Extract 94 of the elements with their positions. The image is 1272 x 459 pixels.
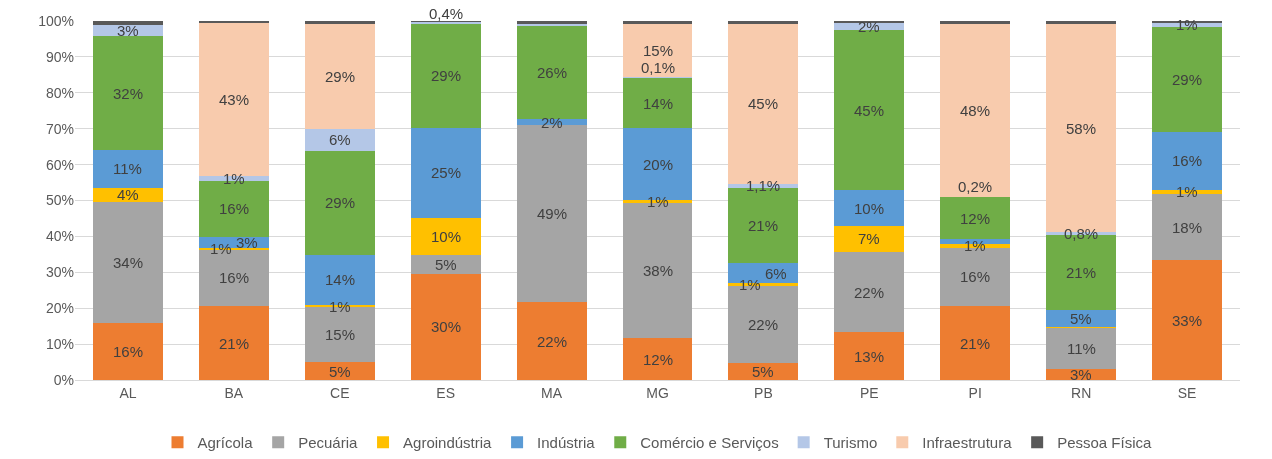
data-label: 1% xyxy=(1176,183,1198,200)
x-tick-label: SE xyxy=(1177,384,1197,401)
data-label: 48% xyxy=(960,102,991,119)
data-label: 12% xyxy=(960,210,991,227)
data-label: 15% xyxy=(325,326,356,343)
y-tick-label: 70% xyxy=(45,120,74,137)
data-label: 3% xyxy=(117,22,139,39)
data-label: 0,4% xyxy=(429,5,464,22)
data-label: 11% xyxy=(1067,340,1096,357)
data-label: 22% xyxy=(854,284,885,301)
data-label: 38% xyxy=(643,262,674,279)
legend-label: Agrícola xyxy=(197,434,254,452)
data-label: 45% xyxy=(748,95,779,112)
data-label: 32% xyxy=(113,85,144,102)
data-label: 16% xyxy=(113,343,144,360)
data-label: 5% xyxy=(1070,310,1092,327)
data-label: 21% xyxy=(219,335,250,352)
y-tick-label: 0% xyxy=(53,371,74,388)
x-tick-label: ES xyxy=(436,384,456,401)
data-label: 21% xyxy=(748,217,779,234)
legend-label: Agroindústria xyxy=(403,434,493,452)
legend-label: Turismo xyxy=(823,434,878,452)
data-label: 12% xyxy=(643,351,674,368)
data-label: 45% xyxy=(854,102,885,119)
data-label: 5% xyxy=(435,256,457,273)
data-label: 0,2% xyxy=(958,178,993,195)
data-label: 16% xyxy=(219,269,250,286)
data-label: 58% xyxy=(1066,120,1097,137)
data-label: 3% xyxy=(236,234,258,251)
data-label: 25% xyxy=(431,164,462,181)
legend-label: Indústria xyxy=(537,434,596,452)
y-tick-label: 30% xyxy=(45,264,74,281)
data-label: 15% xyxy=(643,42,674,59)
data-label: 43% xyxy=(219,91,250,108)
data-label: 16% xyxy=(1172,152,1203,169)
data-label: 5% xyxy=(752,363,774,380)
data-label: 34% xyxy=(113,254,144,271)
legend-label: Pecuária xyxy=(298,434,359,452)
data-label: 22% xyxy=(537,333,568,350)
x-tick-label: PE xyxy=(859,384,879,401)
data-label: 14% xyxy=(643,95,674,112)
data-label: 18% xyxy=(1172,219,1203,236)
data-label: 49% xyxy=(537,205,568,222)
y-tick-label: 50% xyxy=(45,192,74,209)
data-label: 16% xyxy=(219,200,250,217)
y-tick-label: 20% xyxy=(45,300,74,317)
data-label: 30% xyxy=(431,318,462,335)
data-label: 22% xyxy=(748,316,779,333)
x-tick-label: PI xyxy=(968,384,982,401)
data-label: 29% xyxy=(325,194,356,211)
data-label: 29% xyxy=(325,68,356,85)
x-tick-label: PB xyxy=(754,384,773,401)
y-tick-label: 60% xyxy=(45,156,74,173)
x-tick-label: CE xyxy=(330,384,350,401)
data-label: 5% xyxy=(329,363,351,380)
data-label: 26% xyxy=(537,64,568,81)
data-label: 11% xyxy=(113,160,142,177)
y-tick-label: 100% xyxy=(38,12,74,29)
data-label: 4% xyxy=(117,186,139,203)
data-label: 21% xyxy=(1066,264,1097,281)
data-label: 1% xyxy=(1176,16,1198,33)
x-tick-label: MG xyxy=(646,384,669,401)
legend-label: Infraestrutura xyxy=(922,434,1013,452)
data-label: 0,1% xyxy=(641,59,676,76)
y-tick-label: 40% xyxy=(45,228,74,245)
data-label: 21% xyxy=(960,335,991,352)
data-label: 6% xyxy=(329,131,351,148)
data-label: 20% xyxy=(643,156,674,173)
legend-label: Comércio e Serviços xyxy=(640,434,779,452)
x-tick-label: RN xyxy=(1071,384,1092,401)
data-label: 1% xyxy=(329,298,351,315)
data-label: 10% xyxy=(854,200,885,217)
y-tick-label: 10% xyxy=(45,336,74,352)
x-tick-label: BA xyxy=(224,384,244,401)
data-label: 14% xyxy=(325,271,356,288)
y-tick-label: 80% xyxy=(45,84,74,101)
x-tick-label: MA xyxy=(541,384,563,401)
data-label: 3% xyxy=(1070,366,1092,383)
data-label: 10% xyxy=(431,228,462,245)
data-label: 16% xyxy=(960,268,991,285)
data-label: 7% xyxy=(858,230,880,247)
data-label: 2% xyxy=(541,114,563,131)
data-label: 1% xyxy=(739,276,761,293)
data-label: 13% xyxy=(854,348,885,365)
data-label: 6% xyxy=(765,265,787,282)
x-tick-label: AL xyxy=(119,384,137,401)
data-label: 1% xyxy=(964,237,986,254)
legend-label: Pessoa Física xyxy=(1057,434,1153,452)
data-label: 1% xyxy=(210,240,232,257)
data-label: 1% xyxy=(647,193,669,210)
y-tick-label: 90% xyxy=(45,48,74,65)
data-label: 33% xyxy=(1172,312,1203,329)
data-label: 29% xyxy=(431,67,462,84)
data-label: 29% xyxy=(1172,71,1203,88)
